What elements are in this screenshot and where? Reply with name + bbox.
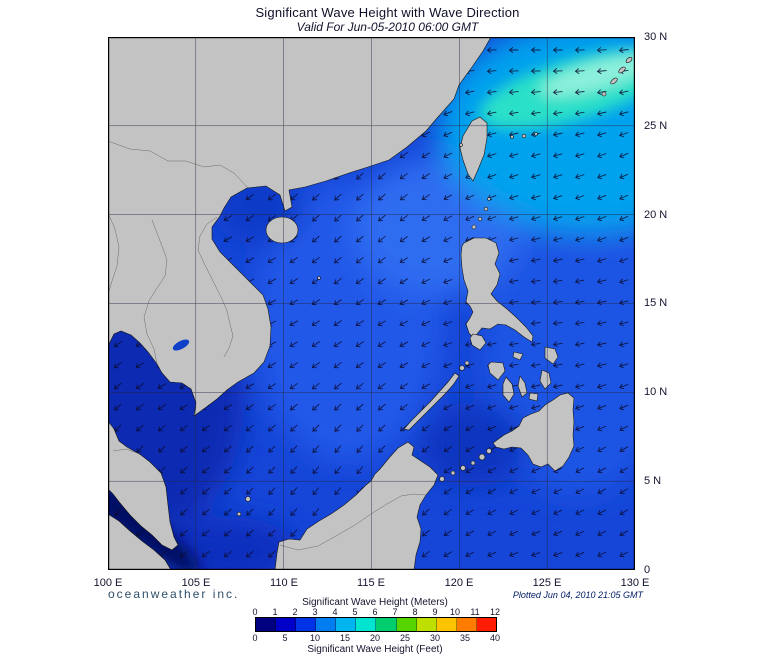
lat-label: 0 bbox=[644, 564, 651, 576]
lon-label: 115 E bbox=[357, 577, 385, 589]
lat-label: 30 N bbox=[644, 31, 668, 43]
colorbar-swatch bbox=[316, 618, 337, 631]
lon-label: 120 E bbox=[444, 577, 474, 589]
colorbar-swatch bbox=[396, 618, 417, 631]
colorbar-swatch bbox=[376, 618, 397, 631]
lat-label: 5 N bbox=[644, 475, 662, 487]
meters-tick: 1 bbox=[272, 607, 278, 617]
colorbar-swatch bbox=[276, 618, 297, 631]
chart-title: Significant Wave Height with Wave Direct… bbox=[255, 5, 520, 20]
wave-height-map bbox=[108, 37, 635, 570]
chart-subtitle: Valid For Jun-05-2010 06:00 GMT bbox=[296, 20, 479, 34]
feet-tick: 10 bbox=[309, 633, 320, 643]
feet-tick: 15 bbox=[339, 633, 350, 643]
lat-label: 25 N bbox=[644, 120, 668, 132]
grid-layer bbox=[108, 37, 635, 570]
feet-tick: 5 bbox=[282, 633, 288, 643]
colorbar-swatch bbox=[296, 618, 317, 631]
legend-feet-title: Significant Wave Height (Feet) bbox=[307, 644, 443, 655]
lat-label: 10 N bbox=[644, 386, 668, 398]
meters-tick: 0 bbox=[252, 607, 258, 617]
feet-tick: 35 bbox=[459, 633, 470, 643]
meters-tick: 10 bbox=[449, 607, 460, 617]
meters-tick: 12 bbox=[489, 607, 500, 617]
lat-label: 15 N bbox=[644, 297, 668, 309]
legend-meters-title: Significant Wave Height (Meters) bbox=[302, 597, 448, 608]
lon-label: 125 E bbox=[532, 577, 562, 589]
wave-direction-arrows bbox=[113, 47, 629, 558]
country-borders bbox=[108, 140, 427, 551]
colorbar-swatch bbox=[356, 618, 377, 631]
oceanweather-logo-text: oceanweather inc. bbox=[108, 587, 240, 601]
colorbar-swatch bbox=[416, 618, 437, 631]
colorbar-swatch bbox=[336, 618, 357, 631]
meters-tick: 8 bbox=[412, 607, 418, 617]
plot-timestamp: Plotted Jun 04, 2010 21:05 GMT bbox=[512, 590, 643, 600]
meters-tick: 4 bbox=[332, 607, 338, 617]
meters-tick: 7 bbox=[392, 607, 398, 617]
lon-label: 100 E bbox=[93, 577, 123, 589]
meters-tick: 9 bbox=[432, 607, 438, 617]
colorbar-swatch bbox=[476, 618, 496, 631]
colorbar-swatch bbox=[436, 618, 457, 631]
colorbar-swatch bbox=[256, 618, 277, 631]
feet-tick: 30 bbox=[429, 633, 440, 643]
map-area bbox=[108, 37, 635, 570]
meters-tick: 11 bbox=[470, 607, 480, 617]
feet-tick: 20 bbox=[369, 633, 380, 643]
meters-tick: 2 bbox=[292, 607, 298, 617]
arrow-layer bbox=[113, 47, 629, 558]
meters-tick: 6 bbox=[372, 607, 378, 617]
colorbar-swatch bbox=[456, 618, 477, 631]
map-frame bbox=[108, 37, 635, 570]
colorbar bbox=[255, 617, 497, 632]
meters-tick: 3 bbox=[312, 607, 318, 617]
meters-tick: 5 bbox=[352, 607, 358, 617]
lon-label: 105 E bbox=[181, 577, 211, 589]
lon-label: 130 E bbox=[620, 577, 650, 589]
feet-tick: 40 bbox=[489, 633, 500, 643]
lon-label: 110 E bbox=[270, 577, 298, 589]
feet-tick: 25 bbox=[399, 633, 410, 643]
lat-label: 20 N bbox=[644, 209, 668, 221]
feet-tick: 0 bbox=[252, 633, 258, 643]
